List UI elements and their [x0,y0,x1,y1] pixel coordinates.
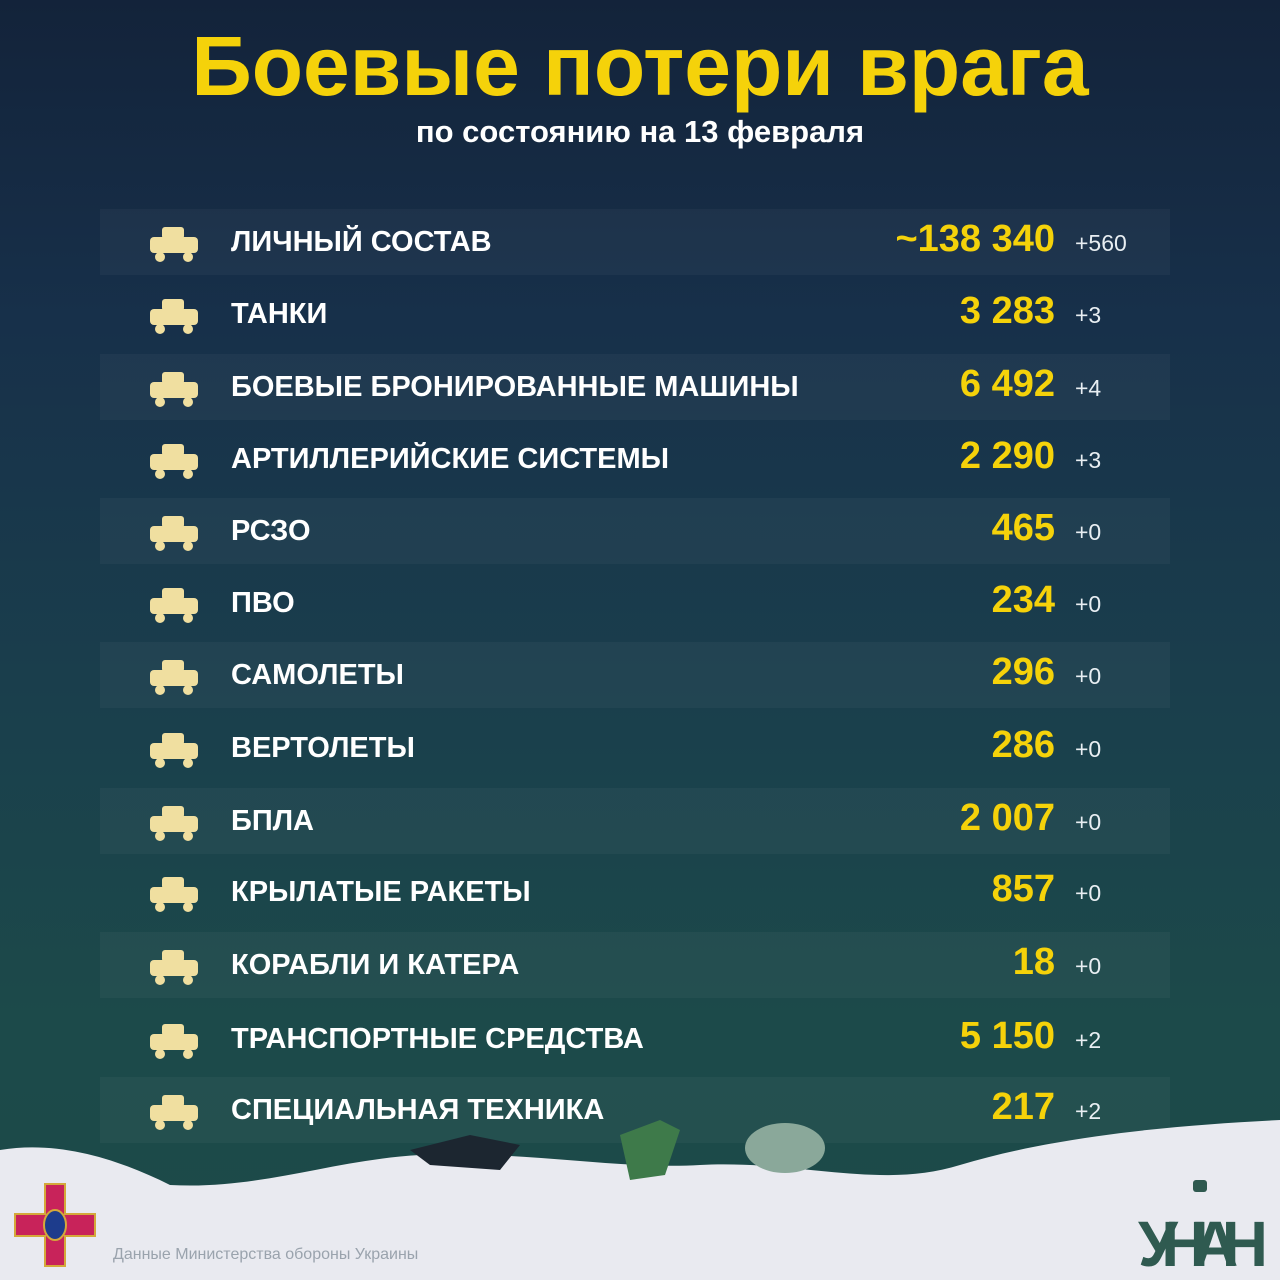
soldier-icon [150,227,198,262]
loss-label: КРЫЛАТЫЕ РАКЕТЫ [231,876,531,908]
loss-value: 286 [991,724,1055,766]
loss-value: 5 150 [959,1015,1055,1057]
loss-label: ПВО [231,587,295,619]
loss-label: ВЕРТОЛЕТЫ [231,732,415,764]
warship-icon [150,950,198,985]
loss-value: 3 283 [959,290,1055,332]
loss-value: 18 [1012,941,1055,983]
loss-row: РСЗО 465 +0 [100,498,1170,564]
loss-label: БОЕВЫЕ БРОНИРОВАННЫЕ МАШИНЫ [231,371,799,403]
loss-row: ПВО 234 +0 [100,570,1170,636]
ministry-emblem [14,1183,96,1267]
snow-bank [0,1120,1280,1280]
loss-delta: +0 [1075,663,1102,689]
loss-label: АРТИЛЛЕРИЙСКИЕ СИСТЕМЫ [231,443,670,475]
loss-delta: +0 [1075,591,1102,617]
loss-value: 234 [991,579,1055,621]
artillery-icon [150,444,198,479]
loss-label: СПЕЦИАЛЬНАЯ ТЕХНИКА [231,1094,605,1126]
loss-row: КРЫЛАТЫЕ РАКЕТЫ 857 +0 [100,859,1170,925]
source-note: Данные Министерства обороны Украины [113,1246,419,1263]
loss-row: КОРАБЛИ И КАТЕРА 18 +0 [100,932,1170,998]
loss-delta: +0 [1075,809,1102,835]
loss-label: КОРАБЛИ И КАТЕРА [231,949,520,981]
loss-row: АРТИЛЛЕРИЙСКИЕ СИСТЕМЫ 2 290 +3 [100,426,1170,492]
truck-icon [150,1024,198,1059]
loss-row: САМОЛЕТЫ 296 +0 [100,642,1170,708]
unian-logo: УНІАН [1138,1180,1268,1270]
loss-row: БОЕВЫЕ БРОНИРОВАННЫЕ МАШИНЫ 6 492 +4 [100,354,1170,420]
armored-vehicle-icon [150,372,198,407]
excavator-icon [150,1095,198,1130]
loss-value: 465 [991,507,1055,549]
air-defense-icon [150,588,198,623]
loss-delta: +2 [1075,1098,1102,1124]
loss-row: БПЛА 2 007 +0 [100,788,1170,854]
tank-icon [150,299,198,334]
loss-value: 296 [991,651,1055,693]
loss-delta: +4 [1075,375,1102,401]
loss-delta: +3 [1075,302,1102,328]
drone-icon [150,806,198,841]
loss-delta: +0 [1075,736,1102,762]
loss-value: 2 290 [959,435,1055,477]
cruise-missile-icon [150,877,198,912]
loss-delta: +0 [1075,519,1102,545]
loss-label: ТАНКИ [231,298,328,330]
loss-label: ТРАНСПОРТНЫЕ СРЕДСТВА [231,1023,644,1055]
mlrs-icon [150,516,198,551]
loss-row: ЛИЧНЫЙ СОСТАВ ~138 340 +560 [100,209,1170,275]
loss-delta: +3 [1075,447,1102,473]
loss-label: ЛИЧНЫЙ СОСТАВ [231,226,492,258]
loss-row: СПЕЦИАЛЬНАЯ ТЕХНИКА 217 +2 [100,1077,1170,1143]
loss-delta: +0 [1075,953,1102,979]
loss-delta: +2 [1075,1027,1102,1053]
jet-icon [150,660,198,695]
loss-value: 217 [991,1086,1055,1128]
loss-value: ~138 340 [895,218,1055,260]
loss-row: ВЕРТОЛЕТЫ 286 +0 [100,715,1170,781]
svg-text:УНІАН: УНІАН [1138,1208,1268,1270]
loss-label: БПЛА [231,805,314,837]
loss-label: САМОЛЕТЫ [231,659,404,691]
loss-row: ТРАНСПОРТНЫЕ СРЕДСТВА 5 150 +2 [100,1006,1170,1072]
loss-value: 857 [991,868,1055,910]
helicopter-icon [150,733,198,768]
loss-delta: +560 [1075,230,1127,256]
loss-value: 2 007 [959,797,1055,839]
loss-delta: +0 [1075,880,1102,906]
page-subtitle: по состоянию на 13 февраля [415,114,865,149]
loss-value: 6 492 [959,363,1055,405]
loss-row: ТАНКИ 3 283 +3 [100,281,1170,347]
loss-label: РСЗО [231,515,311,547]
page-title: Боевые потери врага [191,19,1089,113]
